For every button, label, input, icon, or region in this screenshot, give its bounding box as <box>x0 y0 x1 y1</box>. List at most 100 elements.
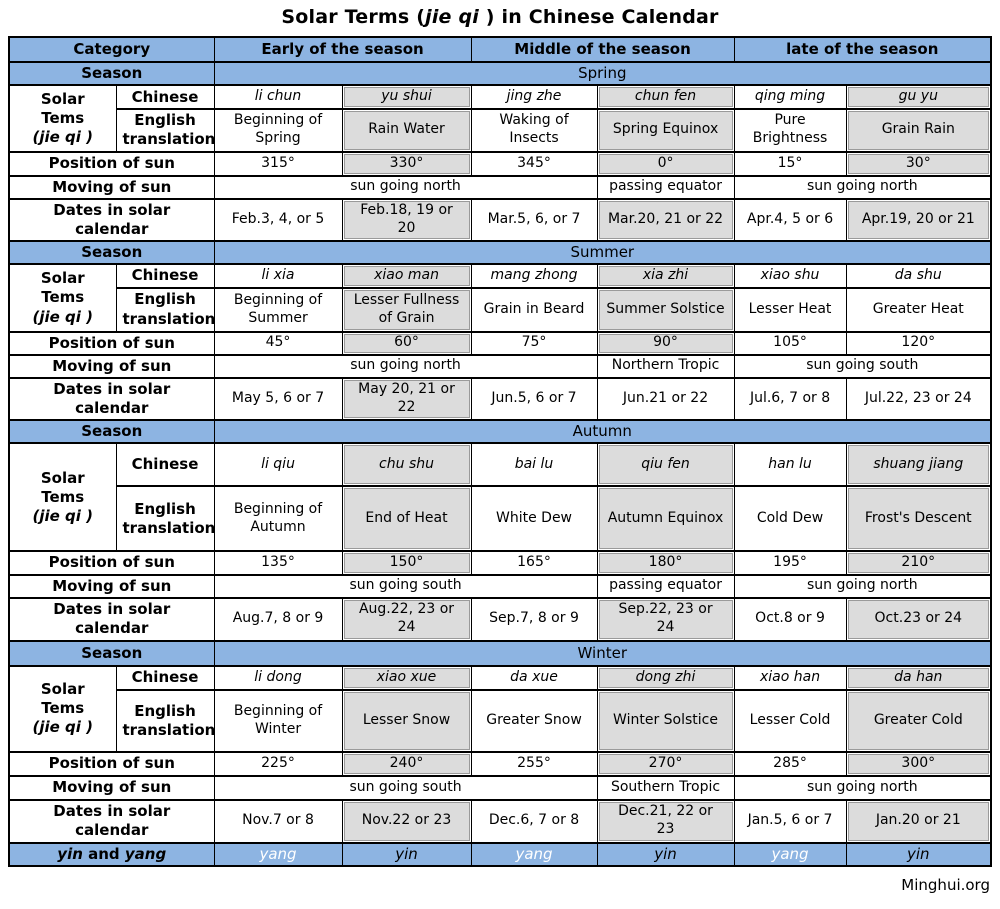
sun-position-cell: 90° <box>596 330 735 356</box>
term-chinese-cell: li xia <box>213 263 343 289</box>
header-late-cell: late of the season <box>733 36 992 63</box>
solar-terms-label-l3: (jie qi ) <box>32 718 94 737</box>
page-title-italic: jie qi <box>425 6 486 28</box>
term-english-cell: Beginning of Autumn <box>213 485 343 553</box>
term-chinese-cell: dong zhi <box>596 664 735 691</box>
solar-terms-label-cell: Solar Tems (jie qi ) <box>8 442 117 553</box>
solar-dates-cell: Feb.18, 19 or 20 <box>341 197 472 243</box>
sun-position-cell: 195° <box>733 550 847 576</box>
sun-position-cell: 60° <box>341 330 472 356</box>
chinese-label-cell: Chinese <box>115 263 215 289</box>
term-chinese-cell: bai lu <box>470 442 598 488</box>
term-chinese-cell: qing ming <box>733 84 847 111</box>
term-english-cell: Rain Water <box>341 108 472 153</box>
solar-terms-label-cell: Solar Tems (jie qi ) <box>8 263 117 333</box>
term-english-cell: Spring Equinox <box>596 108 735 153</box>
english-label-cell: English translation <box>115 286 215 333</box>
position-label-cell: Position of sun <box>8 550 215 576</box>
season-name-cell: Autumn <box>213 419 992 445</box>
header-middle-cell: Middle of the season <box>470 36 735 63</box>
yinyang-label-cell: yin and yang <box>8 841 215 868</box>
solar-terms-label-l1: Solar <box>40 89 85 108</box>
term-english-cell: Lesser Fullness of Grain <box>341 286 472 333</box>
solar-dates-cell: Dec.6, 7 or 8 <box>470 798 598 844</box>
term-chinese-cell: xia zhi <box>596 263 735 289</box>
solar-dates-cell: Oct.23 or 24 <box>845 596 992 642</box>
chinese-label-cell: Chinese <box>115 664 215 691</box>
page-title-text-end: ) in Chinese Calendar <box>485 6 719 28</box>
term-chinese-cell: xiao shu <box>733 263 847 289</box>
season-name-cell: Winter <box>213 639 992 667</box>
term-chinese-cell: mang zhong <box>470 263 598 289</box>
yinyang-value-cell: yang <box>470 841 598 868</box>
term-chinese-cell: xiao han <box>733 664 847 691</box>
yinyang-label-and: and <box>82 844 125 863</box>
sun-position-cell: 345° <box>470 150 598 177</box>
sun-position-cell: 30° <box>845 150 992 177</box>
solar-terms-label-l1: Solar <box>40 269 85 288</box>
solar-terms-label-l2: Tems <box>41 108 85 127</box>
sun-moving-cell: Northern Tropic <box>596 353 735 379</box>
term-english-cell: White Dew <box>470 485 598 553</box>
term-chinese-cell: li chun <box>213 84 343 111</box>
solar-dates-cell: Sep.7, 8 or 9 <box>470 596 598 642</box>
solar-terms-label-cell: Solar Tems (jie qi ) <box>8 84 117 153</box>
term-chinese-cell: han lu <box>733 442 847 488</box>
yinyang-value-cell: yin <box>341 841 472 868</box>
yinyang-value-cell: yang <box>733 841 847 868</box>
moving-label-cell: Moving of sun <box>8 353 215 379</box>
dates-label-cell: Dates in solar calendar <box>8 197 215 243</box>
solar-dates-cell: Jun.21 or 22 <box>596 376 735 422</box>
term-chinese-cell: xiao man <box>341 263 472 289</box>
solar-dates-cell: Feb.3, 4, or 5 <box>213 197 343 243</box>
term-chinese-cell: li qiu <box>213 442 343 488</box>
english-label-cell: English translation <box>115 108 215 153</box>
dates-label-cell: Dates in solar calendar <box>8 376 215 422</box>
term-chinese-cell: chu shu <box>341 442 472 488</box>
season-label-cell: Season <box>8 419 215 445</box>
sun-moving-cell: sun going south <box>733 353 992 379</box>
solar-dates-cell: Mar.5, 6, or 7 <box>470 197 598 243</box>
header-early-cell: Early of the season <box>213 36 472 63</box>
moving-label-cell: Moving of sun <box>8 174 215 200</box>
sun-position-cell: 105° <box>733 330 847 356</box>
yinyang-label-yin: yin <box>57 844 83 863</box>
page-title: Solar Terms (jie qi ) in Chinese Calenda… <box>0 0 1000 28</box>
english-label-cell: English translation <box>115 688 215 753</box>
term-english-cell: Waking of Insects <box>470 108 598 153</box>
sun-position-cell: 285° <box>733 750 847 777</box>
solar-dates-cell: Nov.22 or 23 <box>341 798 472 844</box>
term-english-cell: Summer Solstice <box>596 286 735 333</box>
solar-dates-cell: Jul.6, 7 or 8 <box>733 376 847 422</box>
sun-moving-cell: Southern Tropic <box>596 774 735 801</box>
page-title-text: Solar Terms ( <box>281 6 426 28</box>
dates-label-cell: Dates in solar calendar <box>8 596 215 642</box>
yinyang-label-yang: yang <box>124 844 167 863</box>
solar-terms-label-l3: (jie qi ) <box>32 507 94 526</box>
term-english-cell: Grain Rain <box>845 108 992 153</box>
sun-position-cell: 180° <box>596 550 735 576</box>
sun-moving-cell: sun going north <box>733 174 992 200</box>
solar-terms-label-l2: Tems <box>41 288 85 307</box>
solar-terms-table: Category Early of the season Middle of t… <box>8 36 993 868</box>
sun-position-cell: 240° <box>341 750 472 777</box>
sun-moving-cell: sun going south <box>213 774 598 801</box>
solar-dates-cell: Dec.21, 22 or 23 <box>596 798 735 844</box>
term-english-cell: Lesser Snow <box>341 688 472 753</box>
term-chinese-cell: da shu <box>845 263 992 289</box>
sun-moving-cell: sun going north <box>733 573 992 599</box>
solar-terms-label-l3: (jie qi ) <box>32 127 94 146</box>
term-english-cell: Beginning of Winter <box>213 688 343 753</box>
sun-position-cell: 270° <box>596 750 735 777</box>
chinese-label-cell: Chinese <box>115 442 215 488</box>
term-english-cell: Greater Snow <box>470 688 598 753</box>
sun-position-cell: 150° <box>341 550 472 576</box>
position-label-cell: Position of sun <box>8 150 215 177</box>
yinyang-value-cell: yin <box>596 841 735 868</box>
term-chinese-cell: chun fen <box>596 84 735 111</box>
solar-dates-cell: Mar.20, 21 or 22 <box>596 197 735 243</box>
solar-terms-label-l2: Tems <box>41 487 85 506</box>
solar-dates-cell: Jul.22, 23 or 24 <box>845 376 992 422</box>
solar-terms-label-l1: Solar <box>40 680 85 699</box>
sun-moving-cell: passing equator <box>596 174 735 200</box>
